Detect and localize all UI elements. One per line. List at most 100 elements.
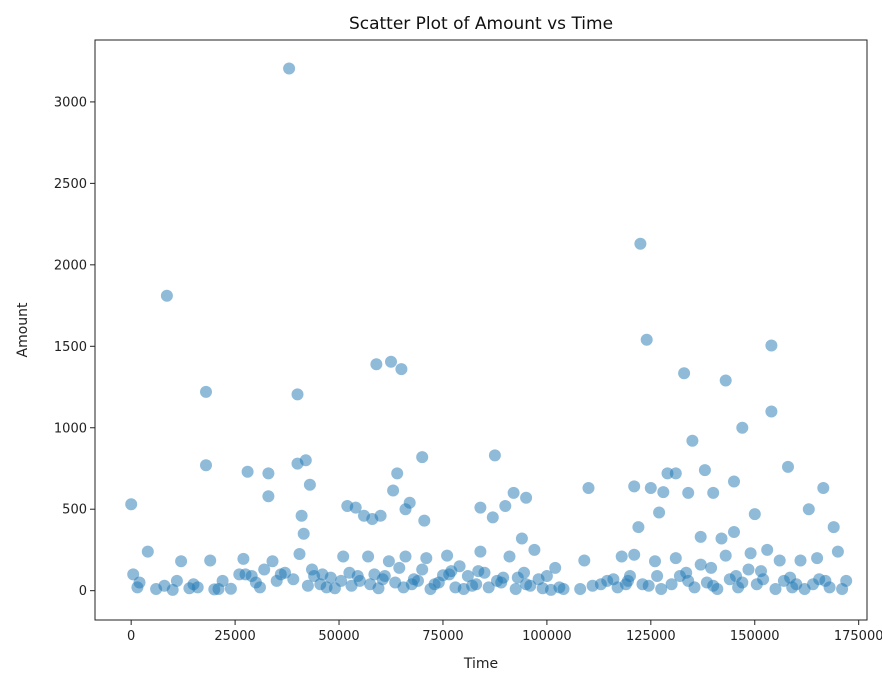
data-point [549, 561, 562, 574]
data-point [474, 501, 487, 514]
data-point [694, 530, 707, 543]
data-point [343, 566, 356, 579]
data-point [628, 548, 641, 561]
data-point [823, 581, 836, 594]
data-point [651, 570, 664, 582]
data-point [705, 561, 718, 574]
data-point [424, 583, 437, 595]
data-point [418, 514, 431, 527]
x-tick-label: 125000 [626, 629, 676, 644]
data-point [732, 581, 745, 594]
data-point [582, 482, 595, 494]
data-point [755, 565, 767, 578]
data-point [399, 550, 412, 563]
data-point [557, 583, 570, 595]
data-point [443, 568, 456, 581]
y-tick-label: 3000 [54, 95, 87, 110]
data-point [461, 570, 474, 582]
x-axis-label: Time [463, 656, 498, 672]
data-point [811, 552, 824, 565]
data-point [769, 583, 782, 595]
data-point [802, 503, 815, 516]
data-point [711, 583, 724, 595]
data-point [258, 563, 271, 576]
data-point [416, 451, 429, 464]
data-point [297, 527, 310, 540]
data-point [287, 573, 300, 586]
data-point [719, 374, 732, 387]
data-point [622, 574, 634, 587]
data-point [324, 571, 337, 584]
data-point [786, 581, 799, 594]
data-point [266, 555, 279, 568]
data-point [528, 543, 541, 556]
data-point [291, 388, 304, 401]
data-point [279, 566, 291, 579]
data-point [644, 482, 657, 494]
data-point [773, 554, 786, 567]
data-point [393, 561, 406, 574]
data-point [694, 558, 707, 571]
data-point [661, 467, 674, 480]
data-point [744, 547, 757, 560]
data-point [200, 459, 212, 472]
x-tick-label: 175000 [834, 629, 882, 644]
data-point [368, 568, 381, 581]
data-point [362, 550, 375, 563]
data-point [391, 467, 404, 480]
data-point [224, 582, 237, 595]
data-point [817, 482, 830, 494]
data-point [486, 511, 499, 524]
y-tick-label: 1000 [54, 421, 87, 436]
data-point [141, 545, 154, 558]
data-point [518, 566, 530, 579]
data-point [299, 454, 312, 467]
data-point [441, 549, 454, 562]
data-point [370, 358, 383, 371]
data-point [827, 521, 840, 534]
data-point [166, 583, 179, 596]
data-point [372, 582, 385, 595]
data-point [715, 532, 728, 545]
data-point [515, 532, 528, 545]
x-tick-label: 150000 [730, 629, 780, 644]
data-point [794, 554, 807, 567]
data-point [524, 579, 537, 592]
data-point [212, 583, 225, 595]
data-point [680, 566, 693, 579]
data-point [125, 498, 138, 511]
y-tick-label: 0 [79, 584, 87, 599]
data-point [200, 385, 212, 398]
data-point [457, 583, 470, 595]
data-point [601, 574, 614, 587]
data-point [345, 579, 358, 592]
y-tick-label: 2000 [54, 258, 87, 273]
data-point [748, 508, 761, 521]
data-point [387, 484, 400, 497]
data-point [761, 543, 774, 556]
data-point [509, 583, 522, 595]
data-point [482, 581, 495, 594]
data-point [270, 574, 283, 587]
data-point [474, 545, 487, 558]
data-point [295, 509, 308, 522]
data-point [241, 465, 254, 478]
data-point [640, 333, 653, 346]
data-point [765, 339, 778, 352]
y-tick-label: 500 [62, 503, 87, 518]
data-point [700, 576, 713, 589]
data-point [254, 581, 266, 594]
data-point [488, 449, 501, 462]
data-point [303, 478, 316, 491]
data-point [349, 501, 362, 514]
data-point [649, 555, 661, 568]
y-axis-label: Amount [15, 302, 31, 358]
x-axis: 0 25000 50000 75000 100000 125000 150000 175000 [127, 620, 882, 644]
x-tick-label: 25000 [214, 629, 255, 644]
data-point [574, 583, 587, 595]
data-point [578, 554, 591, 567]
data-point [765, 405, 778, 418]
data-point [385, 355, 397, 368]
